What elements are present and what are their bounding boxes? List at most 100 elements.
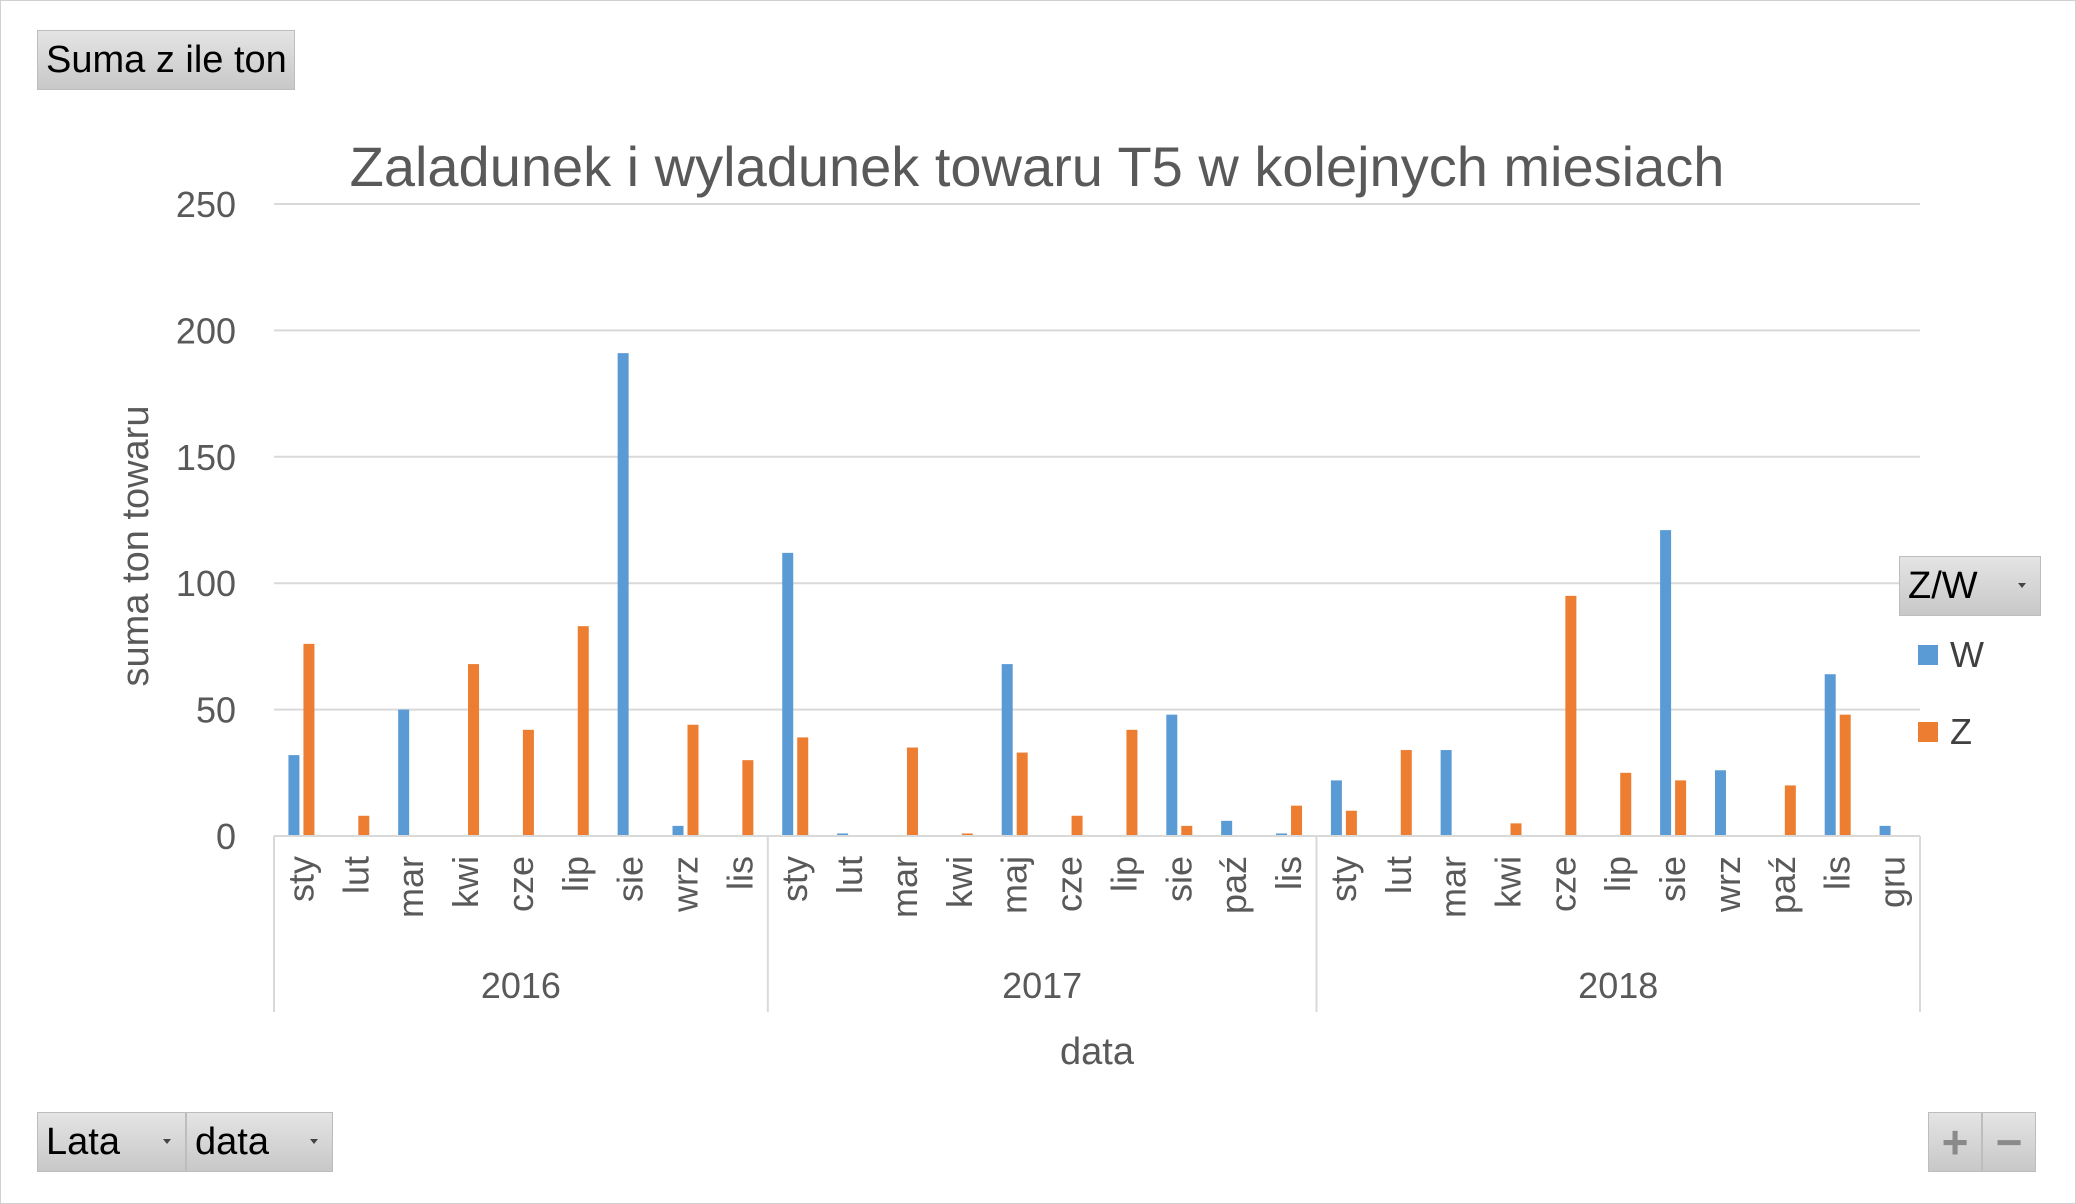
bar-z xyxy=(303,643,315,836)
bar-z xyxy=(742,760,754,836)
y-tick-label: 250 xyxy=(176,184,236,225)
bar-z xyxy=(358,815,370,836)
bar-z xyxy=(1675,780,1687,836)
x-tick-label: mar xyxy=(390,856,431,918)
year-label: 2018 xyxy=(1578,965,1658,1006)
years-field-label: Lata xyxy=(46,1120,120,1163)
legend-field-button[interactable]: Z/W xyxy=(1899,556,2041,616)
x-tick-label: mar xyxy=(1433,856,1474,918)
bar-z xyxy=(1071,815,1083,836)
bar-z xyxy=(906,747,918,836)
x-tick-label: cze xyxy=(1049,856,1090,912)
bar-w xyxy=(1166,714,1178,836)
bar-z xyxy=(1620,772,1632,836)
values-field-button[interactable]: Suma z ile ton xyxy=(37,30,295,90)
zoom-in-button[interactable]: + xyxy=(1928,1112,1982,1172)
legend-dropdown-icon xyxy=(2018,583,2026,588)
x-tick-label: sty xyxy=(280,856,321,902)
bar-w xyxy=(398,709,410,836)
x-tick-label: kwi xyxy=(1488,856,1529,908)
bar-w xyxy=(837,833,849,836)
legend-item-z: Z xyxy=(1918,711,1972,753)
bar-w xyxy=(1714,770,1726,836)
x-tick-label: lip xyxy=(1103,856,1144,892)
x-tick-label: paź xyxy=(1213,856,1254,914)
x-tick-label: cze xyxy=(1542,856,1583,912)
x-tick-label: lut xyxy=(1378,856,1419,894)
x-tick-label: sie xyxy=(610,856,651,902)
date-field-button[interactable]: data xyxy=(186,1112,333,1172)
bar-w xyxy=(1660,530,1672,836)
years-dropdown-icon xyxy=(163,1139,171,1144)
x-tick-label: kwi xyxy=(445,856,486,908)
bar-z xyxy=(1016,752,1028,836)
bar-w xyxy=(1276,833,1288,836)
bar-w xyxy=(672,825,684,836)
years-field-button[interactable]: Lata xyxy=(37,1112,186,1172)
zoom-out-button[interactable]: − xyxy=(1982,1112,2036,1172)
x-tick-label: lis xyxy=(1268,856,1309,890)
x-tick-label: wrz xyxy=(665,856,706,913)
x-tick-label: sty xyxy=(774,856,815,902)
bar-z xyxy=(1291,805,1303,836)
bar-w xyxy=(1221,820,1233,836)
x-tick-label: gru xyxy=(1872,856,1913,908)
date-dropdown-icon xyxy=(310,1139,318,1144)
x-tick-label: cze xyxy=(500,856,541,912)
y-tick-label: 50 xyxy=(196,690,236,731)
y-tick-label: 150 xyxy=(176,437,236,478)
chart-title: Zaladunek i wyladunek towaru T5 w kolejn… xyxy=(350,135,1725,198)
y-tick-label: 100 xyxy=(176,563,236,604)
bar-z xyxy=(1565,595,1577,836)
legend-swatch-w xyxy=(1918,645,1938,665)
y-tick-label: 200 xyxy=(176,310,236,351)
x-tick-label: lip xyxy=(1597,856,1638,892)
bar-w xyxy=(288,755,300,836)
bar-z xyxy=(522,729,534,836)
y-axis-label: suma ton towaru xyxy=(115,406,157,687)
bar-z xyxy=(1126,729,1138,836)
x-tick-label: lut xyxy=(829,856,870,894)
bar-z xyxy=(961,833,973,836)
bar-w xyxy=(617,353,629,836)
x-tick-label: lis xyxy=(1817,856,1858,890)
x-axis-label: data xyxy=(1060,1031,1135,1073)
y-tick-label: 0 xyxy=(216,816,236,857)
x-tick-label: mar xyxy=(884,856,925,918)
bar-z xyxy=(1181,825,1193,836)
x-tick-label: sie xyxy=(1652,856,1693,902)
bar-z xyxy=(577,626,589,836)
bar-z xyxy=(1784,785,1796,836)
x-tick-label: lip xyxy=(555,856,596,892)
legend-item-w: W xyxy=(1918,634,1984,676)
bar-z xyxy=(1839,714,1851,836)
bar-w xyxy=(782,552,794,836)
x-tick-label: wrz xyxy=(1707,856,1748,913)
bar-w xyxy=(1001,664,1013,836)
x-tick-label: sty xyxy=(1323,856,1364,902)
legend-swatch-z xyxy=(1918,722,1938,742)
x-tick-label: paź xyxy=(1762,856,1803,914)
bar-z xyxy=(468,664,480,836)
x-tick-label: maj xyxy=(994,856,1035,914)
legend-field-label: Z/W xyxy=(1908,564,1978,607)
bar-z xyxy=(1400,750,1412,836)
x-tick-label: kwi xyxy=(939,856,980,908)
year-label: 2016 xyxy=(481,965,561,1006)
bar-w xyxy=(1330,780,1342,836)
bar-z xyxy=(1345,810,1357,836)
bar-z xyxy=(687,724,699,836)
legend-label-w: W xyxy=(1950,634,1984,675)
bar-z xyxy=(797,737,809,836)
bar-w xyxy=(1440,750,1452,836)
x-tick-label: lut xyxy=(335,856,376,894)
x-tick-label: sie xyxy=(1158,856,1199,902)
bar-z xyxy=(1510,823,1522,836)
bar-w xyxy=(1879,825,1891,836)
date-field-label: data xyxy=(195,1120,269,1163)
year-label: 2017 xyxy=(1002,965,1082,1006)
x-tick-label: lis xyxy=(719,856,760,890)
bar-w xyxy=(1824,674,1836,836)
